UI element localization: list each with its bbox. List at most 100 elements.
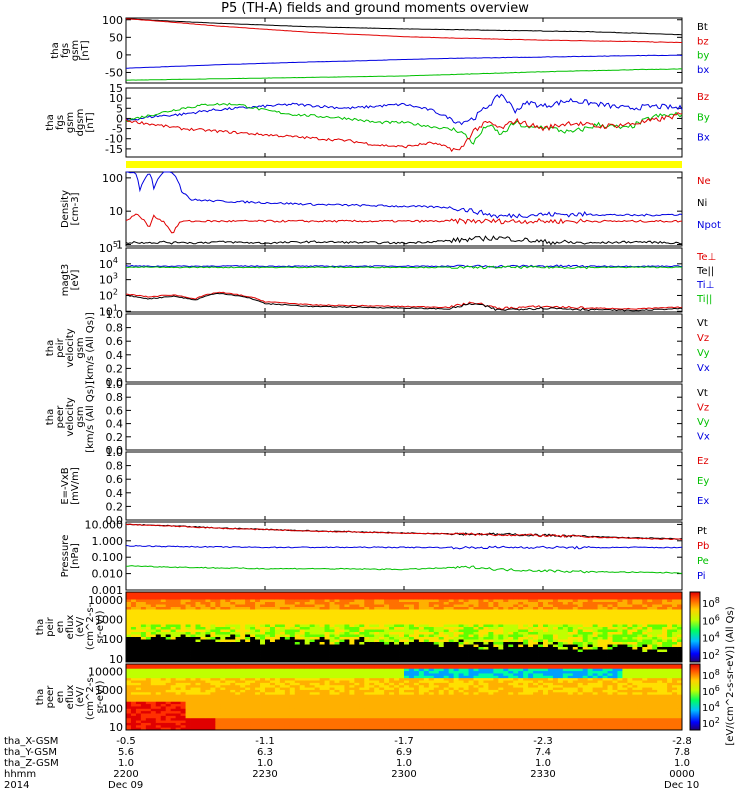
heatmap-cell xyxy=(389,614,395,618)
heatmap-cell xyxy=(547,647,554,650)
heatmap-cell xyxy=(627,647,633,650)
heatmap-cell xyxy=(145,617,152,620)
heatmap-cell xyxy=(349,607,355,610)
heatmap-cell xyxy=(677,657,683,660)
heatmap-cell xyxy=(220,694,226,698)
heatmap-cell xyxy=(389,644,395,648)
heatmap-cell xyxy=(324,692,330,696)
heatmap-cell xyxy=(145,673,152,677)
heatmap-cell xyxy=(438,657,445,660)
heatmap-cell xyxy=(279,704,286,707)
heatmap-cell xyxy=(413,624,420,628)
heatmap-cell xyxy=(443,647,450,650)
heatmap-cell xyxy=(230,599,236,603)
heatmap-cell xyxy=(230,704,236,707)
heatmap-cell xyxy=(175,647,181,650)
heatmap-cell xyxy=(557,652,564,655)
heatmap-cell xyxy=(250,711,256,714)
heatmap-cell xyxy=(413,599,420,603)
heatmap-cell xyxy=(418,629,425,633)
heatmap-cell xyxy=(483,632,489,635)
heatmap-cell xyxy=(304,715,311,719)
heatmap-cell xyxy=(205,627,211,630)
heatmap-cell xyxy=(205,708,211,712)
heatmap-cell xyxy=(314,708,320,712)
heatmap-cell xyxy=(369,604,375,608)
heatmap-cell xyxy=(160,602,167,605)
heatmap-cell xyxy=(195,652,201,655)
heatmap-cell xyxy=(662,614,668,618)
heatmap-cell xyxy=(478,632,484,635)
heatmap-cell xyxy=(240,657,246,660)
heatmap-cell xyxy=(135,599,142,603)
heatmap-cell xyxy=(488,632,494,635)
heatmap-cell xyxy=(220,619,226,623)
heatmap-cell xyxy=(418,634,425,638)
heatmap-cell xyxy=(364,682,370,686)
heatmap-cell xyxy=(245,715,251,719)
heatmap-cell xyxy=(632,652,638,655)
heatmap-cell xyxy=(379,708,385,712)
heatmap-cell xyxy=(399,652,405,655)
heatmap-cell xyxy=(230,680,236,684)
heatmap-cell xyxy=(344,599,350,603)
heatmap-cell xyxy=(130,607,137,610)
heatmap-cell xyxy=(602,642,608,645)
heatmap-cell xyxy=(126,614,132,618)
heatmap-cell xyxy=(180,659,186,663)
heatmap-cell xyxy=(195,706,201,710)
heatmap-cell xyxy=(225,647,231,650)
heatmap-cell xyxy=(245,652,251,655)
heatmap-cell xyxy=(274,689,281,693)
heatmap-cell xyxy=(190,592,196,595)
heatmap-cell xyxy=(438,597,445,600)
heatmap-cell xyxy=(468,657,474,660)
heatmap-cell xyxy=(622,592,628,595)
heatmap-cell xyxy=(235,642,241,645)
heatmap-cell xyxy=(314,706,320,710)
heatmap-cell xyxy=(329,701,335,705)
heatmap-cell xyxy=(205,682,211,686)
heatmap-cell xyxy=(304,652,311,655)
heatmap-cell xyxy=(185,671,191,674)
heatmap-cell xyxy=(235,647,241,650)
heatmap-cell xyxy=(289,602,296,605)
heatmap-cell xyxy=(240,627,246,630)
heatmap-cell xyxy=(334,652,340,655)
heatmap-cell xyxy=(314,668,320,672)
heatmap-cell xyxy=(304,592,311,595)
heatmap-cell xyxy=(359,629,365,633)
heatmap-cell xyxy=(677,612,683,615)
heatmap-cell xyxy=(135,685,142,688)
heatmap-cell xyxy=(349,715,355,719)
heatmap-cell xyxy=(389,699,395,703)
heatmap-cell xyxy=(473,639,479,643)
heatmap-cell xyxy=(200,604,206,608)
heatmap-cell xyxy=(642,647,648,650)
heatmap-cell xyxy=(374,627,380,630)
heatmap-cell xyxy=(145,689,152,693)
heatmap-cell xyxy=(622,594,628,598)
heatmap-cell xyxy=(384,594,390,598)
heatmap-cell xyxy=(478,597,484,600)
heatmap-cell xyxy=(523,644,529,648)
heatmap-cell xyxy=(170,654,177,658)
y-tick-label: 103 xyxy=(99,272,118,287)
heatmap-cell xyxy=(165,682,172,686)
y-tick-label: 0.2 xyxy=(106,431,124,444)
heatmap-cell xyxy=(155,599,162,603)
heatmap-cell xyxy=(240,689,246,693)
heatmap-cell xyxy=(423,634,430,638)
heatmap-cell xyxy=(235,687,241,691)
heatmap-cell xyxy=(468,597,474,600)
heatmap-cell xyxy=(667,617,673,620)
heatmap-cell xyxy=(607,607,613,610)
heatmap-cell xyxy=(160,657,167,660)
heatmap-cell xyxy=(235,627,241,630)
heatmap-cell xyxy=(329,629,335,633)
heatmap-cell xyxy=(562,657,569,660)
heatmap-cell xyxy=(364,619,370,623)
heatmap-cell xyxy=(672,612,678,615)
heatmap-cell xyxy=(577,622,584,625)
heatmap-cell xyxy=(364,685,370,688)
